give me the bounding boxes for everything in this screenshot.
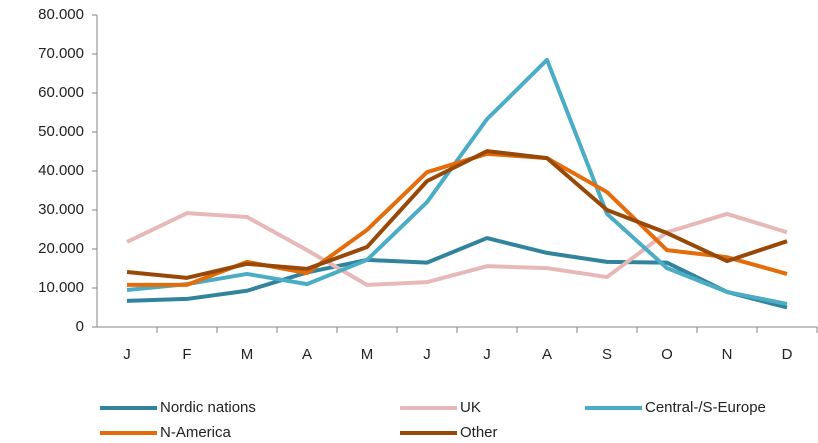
x-tick-label: A [302,346,312,363]
legend-label: Other [460,424,498,441]
series-line [127,151,788,287]
series-line [126,211,788,287]
y-tick-label: 50.000 [38,123,84,140]
legend-label: Nordic nations [160,399,256,416]
x-tick-label: J [123,346,131,363]
x-tick-label: J [423,346,431,363]
legend-label: N-America [160,424,231,441]
series-line [126,236,788,310]
y-tick-label: 40.000 [38,162,84,179]
x-tick-label: J [483,346,491,363]
x-tick-label: F [182,346,191,363]
y-tick-label: 80.000 [38,6,84,23]
y-tick-label: 70.000 [38,45,84,62]
x-tick-label: M [241,346,254,363]
x-tick-label: N [722,346,733,363]
y-tick-label: 30.000 [38,201,84,218]
x-tick-label: S [602,346,612,363]
legend-label: Central-/S-Europe [645,399,766,416]
x-tick-label: D [782,346,793,363]
y-tick-label: 20.000 [38,240,84,257]
x-tick-label: O [661,346,673,363]
y-tick-label: 60.000 [38,84,84,101]
y-tick-label: 10.000 [38,279,84,296]
x-tick-label: M [361,346,374,363]
y-tick-label: 0 [76,318,84,335]
series-line [126,149,788,280]
x-tick-label: A [542,346,552,363]
legend-label: UK [460,399,481,416]
series-line [126,57,788,306]
